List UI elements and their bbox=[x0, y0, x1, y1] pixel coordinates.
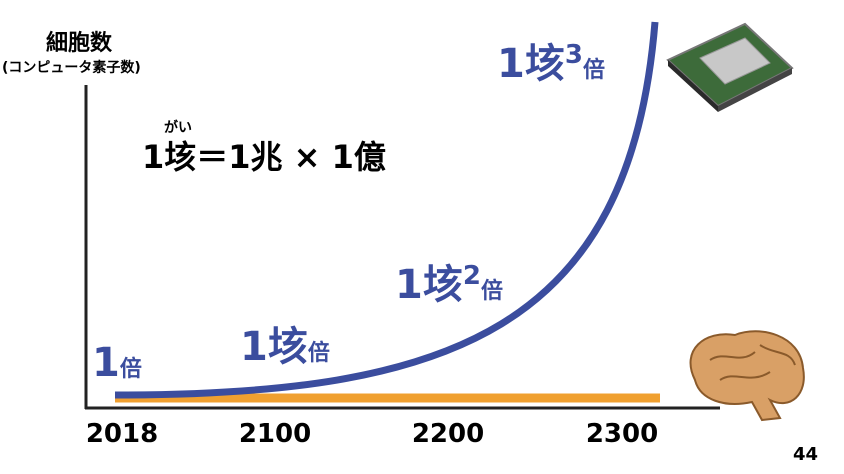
x-tick-label: 2100 bbox=[239, 419, 311, 449]
annotation: 1垓2倍 bbox=[395, 261, 503, 308]
x-tick-label: 2200 bbox=[412, 419, 484, 449]
annotation: 1倍 bbox=[92, 340, 142, 386]
annotation-suffix: 倍 bbox=[120, 356, 142, 382]
annotation: 1垓3倍 bbox=[497, 40, 605, 87]
y-axis-sublabel: (コンピュータ素子数) bbox=[2, 59, 141, 76]
ruby: がい bbox=[164, 119, 192, 136]
annotation-exponent: 2 bbox=[463, 261, 481, 291]
annotation-lead: 1垓 bbox=[240, 324, 308, 370]
annotation-lead: 1 bbox=[92, 340, 120, 386]
computer-curve bbox=[114, 21, 659, 399]
annotation-suffix: 倍 bbox=[583, 57, 605, 83]
annotation-lead: 1垓 bbox=[497, 41, 565, 87]
annotation-lead: 1垓 bbox=[395, 262, 463, 308]
cpu-icon bbox=[666, 22, 794, 112]
annotation-suffix: 倍 bbox=[308, 340, 330, 366]
annotation: 1垓倍 bbox=[240, 324, 330, 370]
page-number: 44 bbox=[793, 444, 818, 465]
annotation-exponent: 3 bbox=[565, 40, 583, 70]
annotation-suffix: 倍 bbox=[481, 278, 503, 304]
x-tick-label: 2300 bbox=[586, 419, 658, 449]
definition: 1垓＝1兆 × 1億 bbox=[142, 138, 386, 176]
brain-icon bbox=[689, 330, 805, 422]
y-axis-label: 細胞数 bbox=[46, 30, 113, 56]
x-tick-label: 2018 bbox=[86, 419, 158, 449]
